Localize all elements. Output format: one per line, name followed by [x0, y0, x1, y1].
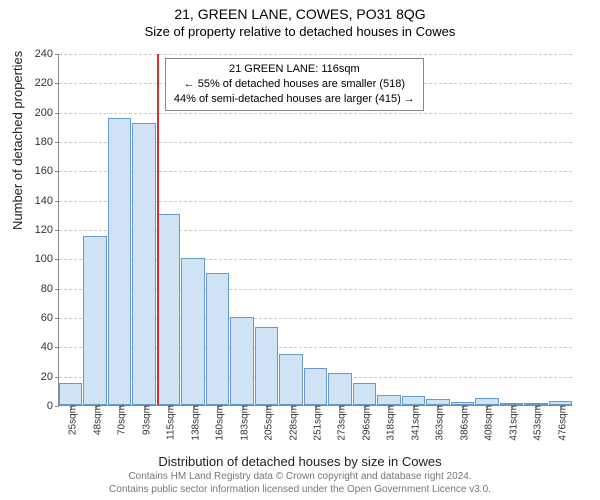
y-tick-label: 40 — [19, 341, 59, 353]
x-tick-label: 115sqm — [162, 405, 177, 440]
x-tick-label: 228sqm — [284, 405, 299, 441]
x-tick-label: 25sqm — [64, 405, 79, 435]
x-tick-label: 296sqm — [357, 405, 372, 441]
histogram-bar — [108, 118, 131, 405]
callout-line: 21 GREEN LANE: 116sqm — [174, 62, 415, 77]
gridline — [59, 113, 572, 114]
y-tick-label: 160 — [19, 165, 59, 177]
histogram-bar — [157, 214, 180, 405]
histogram-bar — [377, 395, 400, 405]
x-tick-label: 48sqm — [88, 405, 103, 435]
histogram-bar — [255, 327, 278, 405]
histogram-bar — [181, 258, 204, 405]
footer-line-1: Contains HM Land Registry data © Crown c… — [0, 470, 600, 483]
histogram-bar — [475, 398, 498, 405]
histogram-bar — [279, 354, 302, 405]
footer-attribution: Contains HM Land Registry data © Crown c… — [0, 470, 600, 496]
histogram-bar — [206, 273, 229, 405]
y-tick-label: 120 — [19, 224, 59, 236]
y-tick-label: 0 — [19, 400, 59, 412]
chart-area: 02040608010012014016018020022024025sqm48… — [58, 54, 572, 406]
y-tick-label: 140 — [19, 195, 59, 207]
x-tick-label: 160sqm — [211, 405, 226, 441]
x-tick-label: 273sqm — [333, 405, 348, 441]
y-tick-label: 220 — [19, 77, 59, 89]
x-tick-label: 138sqm — [186, 405, 201, 441]
histogram-bar — [230, 317, 253, 405]
x-tick-label: 318sqm — [382, 405, 397, 441]
page-title: 21, GREEN LANE, COWES, PO31 8QG — [0, 0, 600, 22]
gridline — [59, 54, 572, 55]
x-tick-label: 341sqm — [406, 405, 421, 441]
plot-area: 02040608010012014016018020022024025sqm48… — [58, 54, 572, 406]
x-tick-label: 205sqm — [260, 405, 275, 441]
y-tick-label: 180 — [19, 136, 59, 148]
y-tick-label: 100 — [19, 253, 59, 265]
histogram-bar — [59, 383, 82, 405]
page-subtitle: Size of property relative to detached ho… — [0, 22, 600, 39]
histogram-bar — [304, 368, 327, 405]
histogram-bar — [402, 396, 425, 405]
histogram-bar — [83, 236, 106, 405]
x-tick-label: 453sqm — [529, 405, 544, 441]
x-tick-label: 183sqm — [235, 405, 250, 441]
y-tick-label: 200 — [19, 107, 59, 119]
callout-line: 44% of semi-detached houses are larger (… — [174, 92, 415, 107]
reference-line — [157, 54, 159, 405]
x-tick-label: 363sqm — [431, 405, 446, 441]
y-tick-label: 60 — [19, 312, 59, 324]
histogram-bar — [132, 123, 155, 405]
x-tick-label: 386sqm — [455, 405, 470, 441]
y-tick-label: 80 — [19, 283, 59, 295]
x-tick-label: 251sqm — [309, 405, 324, 441]
x-tick-label: 431sqm — [504, 405, 519, 441]
callout-line: ← 55% of detached houses are smaller (51… — [174, 77, 415, 92]
histogram-bar — [328, 373, 351, 405]
y-tick-label: 240 — [19, 48, 59, 60]
x-tick-label: 70sqm — [113, 405, 128, 435]
histogram-bar — [353, 383, 376, 405]
x-tick-label: 93sqm — [137, 405, 152, 435]
y-tick-label: 20 — [19, 371, 59, 383]
x-axis-label: Distribution of detached houses by size … — [0, 454, 600, 469]
x-tick-label: 408sqm — [480, 405, 495, 441]
footer-line-2: Contains public sector information licen… — [0, 483, 600, 496]
x-tick-label: 476sqm — [553, 405, 568, 441]
callout-box: 21 GREEN LANE: 116sqm← 55% of detached h… — [165, 58, 424, 111]
